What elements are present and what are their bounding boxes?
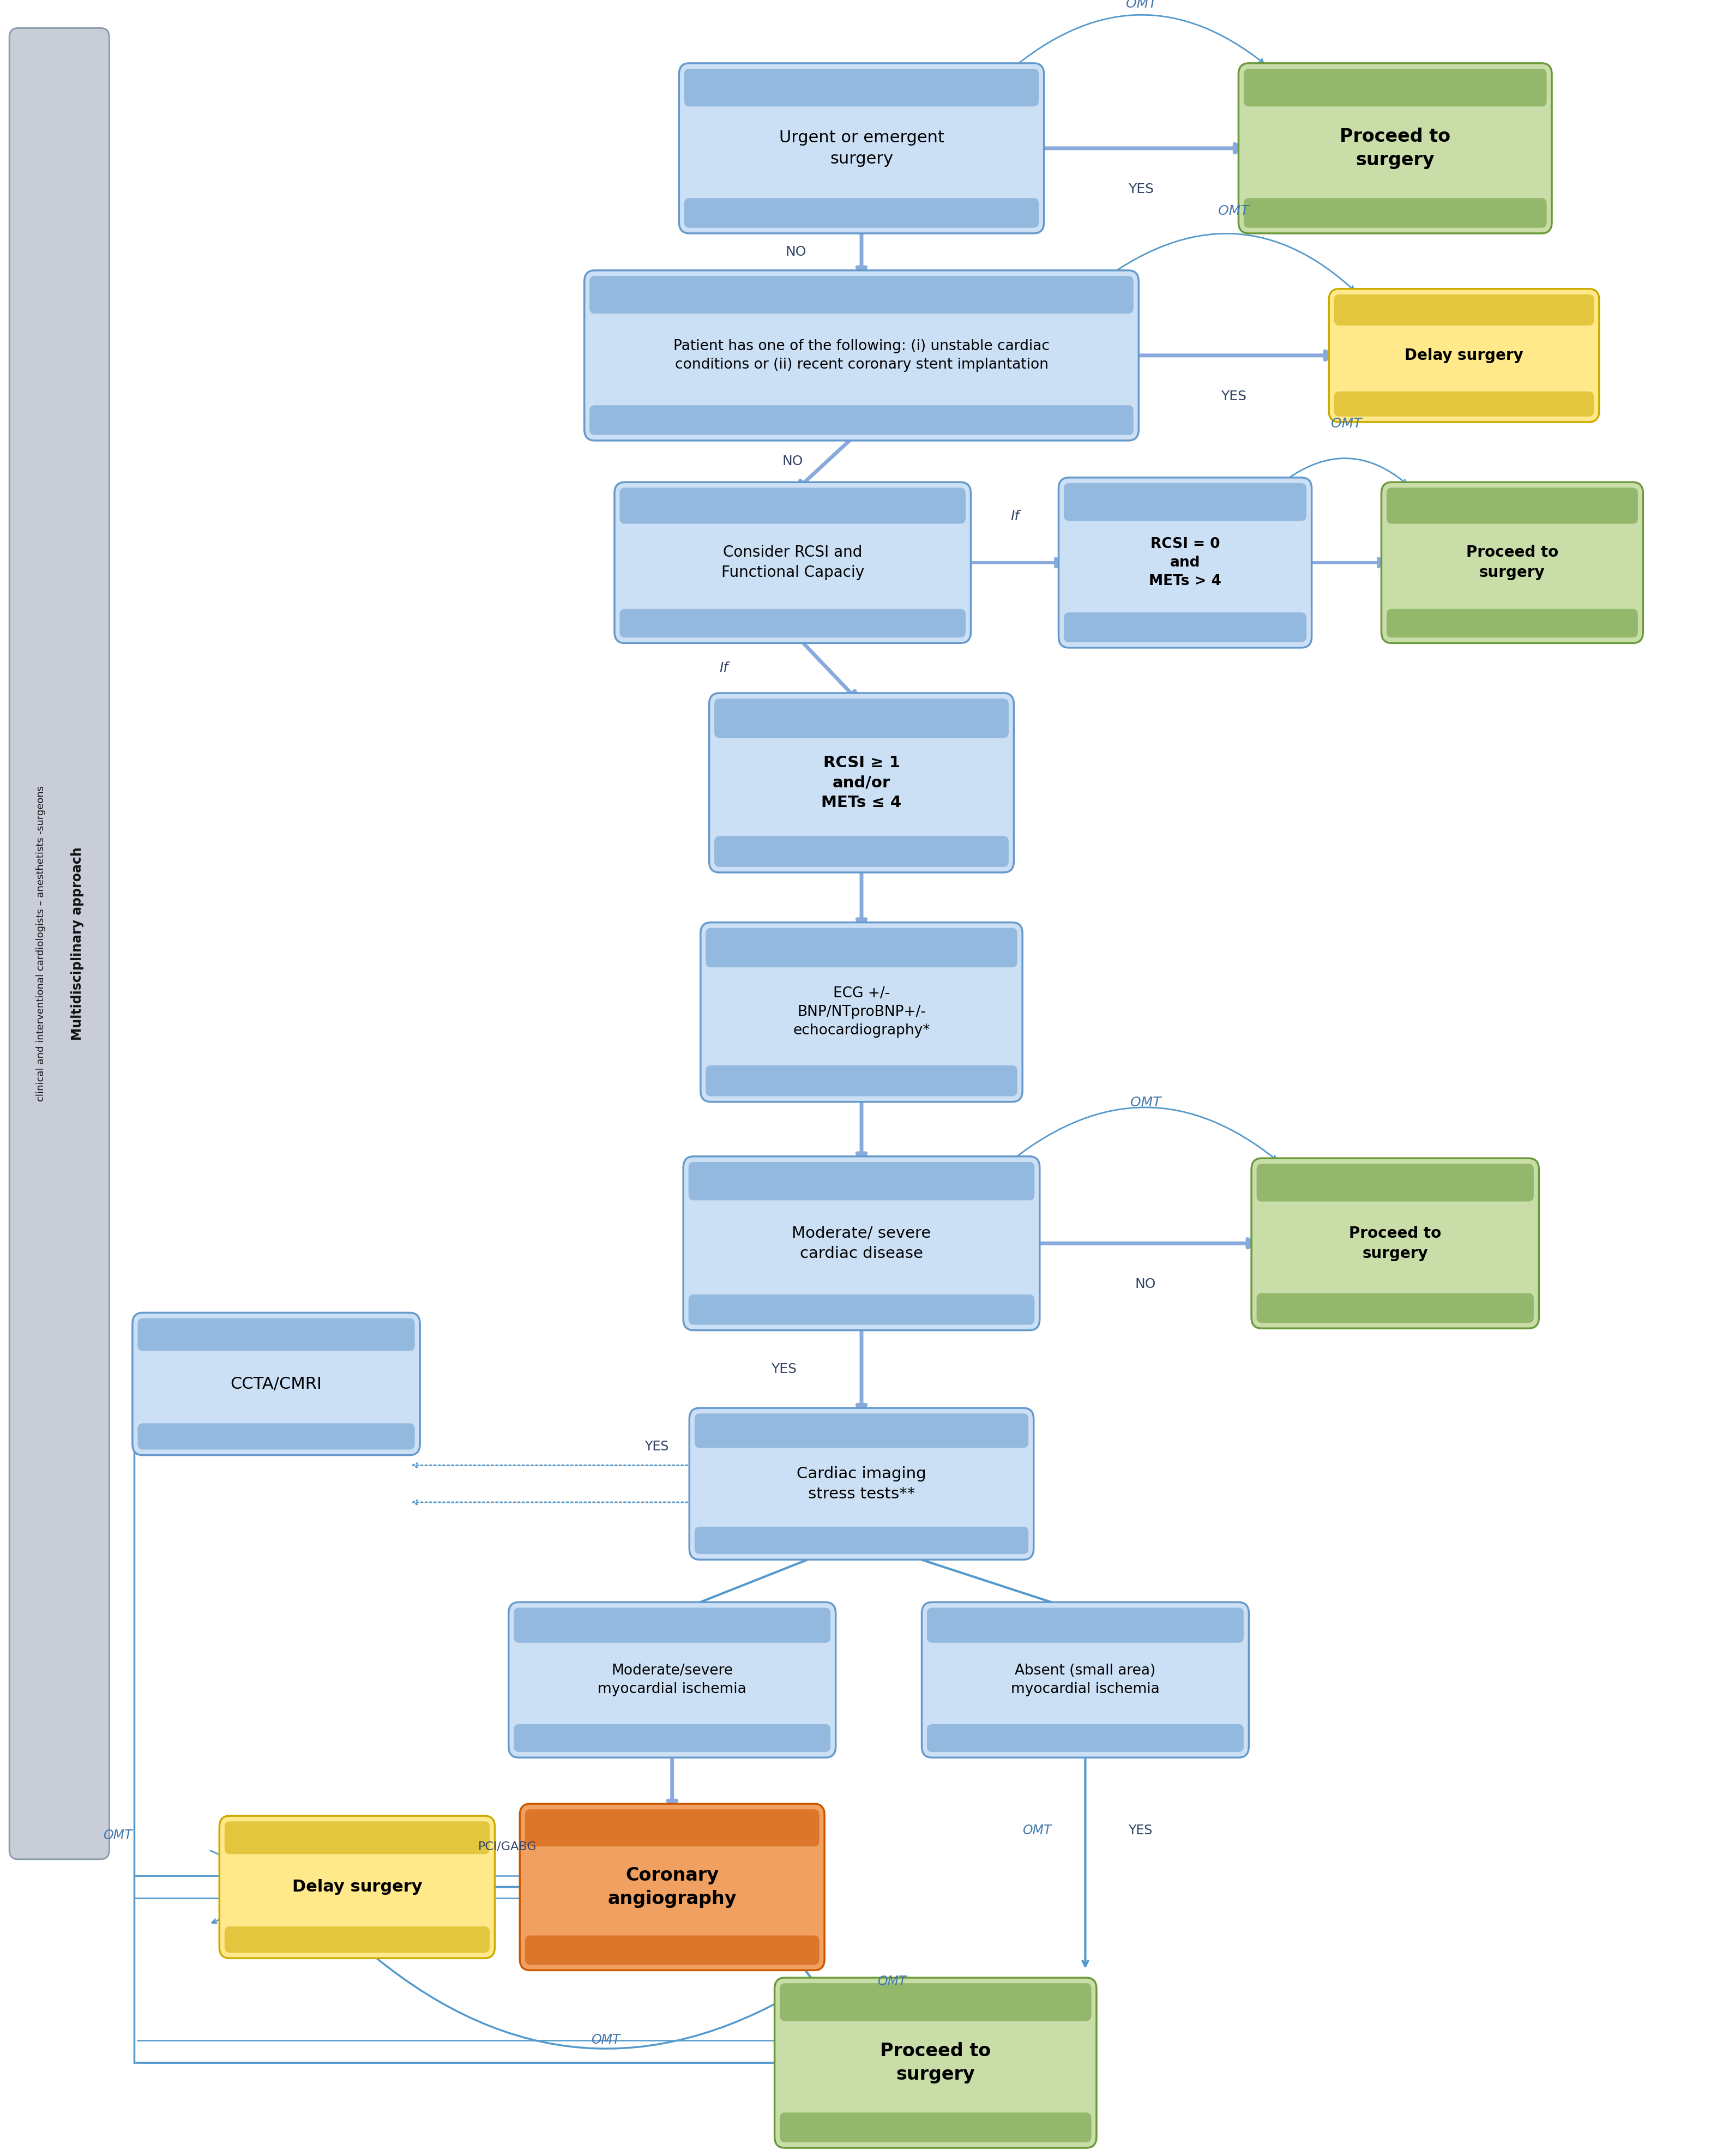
Text: OMT: OMT xyxy=(1125,0,1156,11)
FancyBboxPatch shape xyxy=(1244,69,1547,106)
Text: PCI/GABG: PCI/GABG xyxy=(477,1841,536,1852)
FancyBboxPatch shape xyxy=(138,1423,415,1449)
Text: Proceed to
surgery: Proceed to surgery xyxy=(1349,1225,1442,1261)
FancyBboxPatch shape xyxy=(689,1408,1034,1559)
FancyBboxPatch shape xyxy=(1239,63,1552,233)
FancyBboxPatch shape xyxy=(684,69,1039,106)
FancyBboxPatch shape xyxy=(927,1608,1244,1643)
FancyBboxPatch shape xyxy=(1256,1164,1533,1201)
Text: NO: NO xyxy=(1135,1279,1156,1291)
FancyBboxPatch shape xyxy=(1251,1158,1539,1328)
FancyBboxPatch shape xyxy=(694,1526,1029,1554)
Text: Delay surgery: Delay surgery xyxy=(1404,347,1523,362)
Text: Proceed to
surgery: Proceed to surgery xyxy=(880,2042,991,2083)
FancyBboxPatch shape xyxy=(1256,1294,1533,1324)
Text: NO: NO xyxy=(786,246,806,259)
Text: YES: YES xyxy=(1129,1824,1153,1837)
FancyBboxPatch shape xyxy=(224,1822,489,1854)
Text: OMT: OMT xyxy=(877,1975,906,1988)
Text: If: If xyxy=(720,662,729,675)
Text: Cardiac imaging
stress tests**: Cardiac imaging stress tests** xyxy=(796,1466,927,1501)
FancyBboxPatch shape xyxy=(9,28,109,1858)
FancyBboxPatch shape xyxy=(513,1725,830,1753)
FancyBboxPatch shape xyxy=(526,1809,820,1846)
Text: OMT: OMT xyxy=(1022,1824,1051,1837)
FancyBboxPatch shape xyxy=(589,405,1134,436)
FancyBboxPatch shape xyxy=(1058,476,1311,647)
FancyBboxPatch shape xyxy=(715,837,1008,867)
FancyBboxPatch shape xyxy=(775,1977,1096,2147)
FancyBboxPatch shape xyxy=(138,1317,415,1352)
Text: Moderate/ severe
cardiac disease: Moderate/ severe cardiac disease xyxy=(793,1225,930,1261)
Text: Multidisciplinary approach: Multidisciplinary approach xyxy=(71,847,84,1041)
Text: Proceed to
surgery: Proceed to surgery xyxy=(1340,127,1451,168)
FancyBboxPatch shape xyxy=(1382,483,1644,642)
FancyBboxPatch shape xyxy=(706,1065,1017,1095)
FancyBboxPatch shape xyxy=(715,699,1008,737)
Text: YES: YES xyxy=(772,1363,796,1376)
Text: Coronary
angiography: Coronary angiography xyxy=(608,1867,737,1908)
FancyBboxPatch shape xyxy=(706,927,1017,968)
FancyBboxPatch shape xyxy=(1063,483,1306,522)
FancyBboxPatch shape xyxy=(508,1602,836,1757)
FancyBboxPatch shape xyxy=(584,270,1139,440)
Text: Urgent or emergent
surgery: Urgent or emergent surgery xyxy=(779,129,944,166)
FancyBboxPatch shape xyxy=(927,1725,1244,1753)
FancyBboxPatch shape xyxy=(781,1984,1091,2020)
Text: OMT: OMT xyxy=(1130,1095,1161,1110)
FancyBboxPatch shape xyxy=(1244,198,1547,229)
FancyBboxPatch shape xyxy=(615,483,970,642)
Text: clinical and interventional cardiologists – anesthetists -surgeons: clinical and interventional cardiologist… xyxy=(36,785,47,1102)
FancyBboxPatch shape xyxy=(1334,392,1594,416)
Text: NO: NO xyxy=(782,455,803,468)
FancyBboxPatch shape xyxy=(781,2113,1091,2143)
Text: Absent (small area)
myocardial ischemia: Absent (small area) myocardial ischemia xyxy=(1011,1664,1160,1697)
FancyBboxPatch shape xyxy=(684,1156,1039,1330)
Text: Delay surgery: Delay surgery xyxy=(293,1880,422,1895)
FancyBboxPatch shape xyxy=(710,692,1013,873)
FancyBboxPatch shape xyxy=(520,1805,825,1971)
Text: ECG +/-
BNP/NTproBNP+/-
echocardiography*: ECG +/- BNP/NTproBNP+/- echocardiography… xyxy=(793,987,930,1037)
FancyBboxPatch shape xyxy=(689,1294,1034,1324)
Text: RCSI ≥ 1
and/or
METs ≤ 4: RCSI ≥ 1 and/or METs ≤ 4 xyxy=(822,755,901,811)
FancyBboxPatch shape xyxy=(620,608,965,638)
FancyBboxPatch shape xyxy=(1328,289,1599,423)
FancyBboxPatch shape xyxy=(694,1414,1029,1449)
Text: Moderate/severe
myocardial ischemia: Moderate/severe myocardial ischemia xyxy=(598,1664,746,1697)
Text: OMT: OMT xyxy=(591,2033,620,2046)
FancyBboxPatch shape xyxy=(620,487,965,524)
FancyBboxPatch shape xyxy=(224,1927,489,1953)
Text: OMT: OMT xyxy=(1332,418,1361,431)
Text: Consider RCSI and
Functional Capaciy: Consider RCSI and Functional Capaciy xyxy=(722,545,865,580)
Text: RCSI = 0
and
METs > 4: RCSI = 0 and METs > 4 xyxy=(1149,537,1222,589)
FancyBboxPatch shape xyxy=(922,1602,1249,1757)
Text: OMT: OMT xyxy=(1218,205,1249,218)
FancyBboxPatch shape xyxy=(1387,608,1639,638)
FancyBboxPatch shape xyxy=(1334,295,1594,326)
Text: YES: YES xyxy=(1222,390,1246,403)
Text: CCTA/CMRI: CCTA/CMRI xyxy=(231,1376,322,1393)
Text: If: If xyxy=(1010,509,1018,524)
FancyBboxPatch shape xyxy=(526,1936,820,1964)
FancyBboxPatch shape xyxy=(133,1313,420,1455)
FancyBboxPatch shape xyxy=(689,1162,1034,1201)
FancyBboxPatch shape xyxy=(513,1608,830,1643)
FancyBboxPatch shape xyxy=(589,276,1134,313)
Text: Proceed to
surgery: Proceed to surgery xyxy=(1466,545,1558,580)
FancyBboxPatch shape xyxy=(701,923,1022,1102)
Text: YES: YES xyxy=(644,1440,669,1453)
FancyBboxPatch shape xyxy=(1387,487,1639,524)
FancyBboxPatch shape xyxy=(1063,612,1306,642)
FancyBboxPatch shape xyxy=(684,198,1039,229)
Text: YES: YES xyxy=(1129,183,1154,196)
Text: Patient has one of the following: (i) unstable cardiac
conditions or (ii) recent: Patient has one of the following: (i) un… xyxy=(674,338,1049,371)
FancyBboxPatch shape xyxy=(679,63,1044,233)
Text: OMT: OMT xyxy=(103,1828,133,1841)
FancyBboxPatch shape xyxy=(219,1815,495,1958)
